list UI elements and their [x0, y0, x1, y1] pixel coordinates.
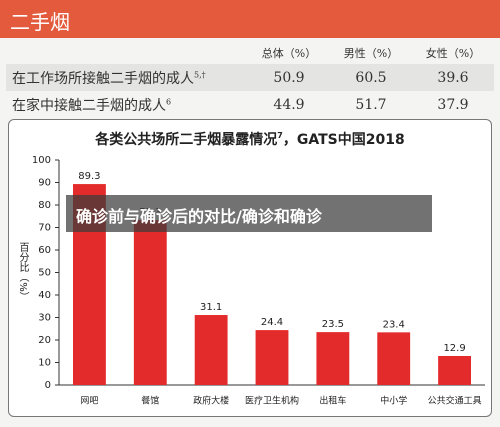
- y-tick-label: 70: [38, 223, 51, 234]
- x-tick-label: 网吧: [80, 396, 98, 407]
- chart: 各类公共场所二手烟暴露情况7，GATS中国2018 百分比（%） 0 10 20 30 4…: [17, 131, 485, 407]
- value-label: 23.5: [322, 319, 344, 330]
- y-tick-label: 0: [45, 380, 51, 391]
- x-tick-label: 政府大楼: [193, 395, 229, 407]
- y-tick-label: 50: [38, 268, 51, 279]
- y-tick-label: 80: [38, 200, 51, 211]
- blank-head: [6, 42, 248, 64]
- y-tick-label: 30: [38, 313, 51, 324]
- table-row: 在工作场所接触二手烟的成人5,† 50.9 60.5 39.6: [6, 64, 494, 91]
- overlay-banner: 确诊前与确诊后的对比/确诊和确诊: [66, 195, 432, 232]
- y-axis-label: 百分比（%）: [17, 242, 29, 302]
- value-label: 12.9: [443, 343, 465, 354]
- data-table: 总体（%） 男性（%） 女性（%） 在工作场所接触二手烟的成人5,† 50.9 …: [6, 42, 494, 118]
- x-tick-label: 医疗卫生机构: [245, 395, 299, 407]
- footnote-mark: 6: [166, 96, 172, 106]
- header: 二手烟: [0, 0, 500, 38]
- column-header: 总体（%）: [261, 47, 317, 60]
- cell: 51.7: [355, 96, 387, 113]
- cell: 60.5: [330, 64, 412, 91]
- row-label: 在家中接触二手烟的成人6: [6, 91, 248, 118]
- x-tick-label: 公共交通工具: [428, 395, 482, 407]
- cell: 50.9: [248, 64, 330, 91]
- y-tick-label: 60: [38, 245, 51, 256]
- value-label: 23.4: [383, 319, 405, 330]
- column-header: 男性（%）: [343, 47, 399, 60]
- title-note: 7: [277, 131, 283, 140]
- y-tick-label: 20: [38, 335, 51, 346]
- value-label: 31.1: [200, 302, 222, 313]
- y-tick-label: 90: [38, 178, 51, 189]
- bar: [133, 220, 167, 385]
- cell: 39.6: [412, 64, 494, 91]
- bar: [255, 330, 289, 385]
- x-tick-label: 中小学: [380, 395, 407, 407]
- chart-box: 各类公共场所二手烟暴露情况7，GATS中国2018 百分比（%） 0 10 20 30 4…: [8, 119, 492, 417]
- header-title: 二手烟: [10, 10, 70, 34]
- bar: [377, 332, 411, 385]
- title-suffix: ，GATS中国2018: [283, 131, 405, 148]
- x-tick-label: 餐馆: [141, 395, 159, 407]
- footnote-mark: 5,†: [194, 69, 206, 79]
- bar: [316, 332, 350, 385]
- row-label: 在工作场所接触二手烟的成人5,†: [6, 64, 248, 91]
- row-label-text: 在工作场所接触二手烟的成人: [12, 70, 194, 87]
- chart-title: 各类公共场所二手烟暴露情况7，GATS中国2018: [94, 131, 404, 149]
- value-label: 24.4: [261, 317, 283, 328]
- y-tick-label: 10: [38, 358, 51, 369]
- banner-text: 确诊前与确诊后的对比/确诊和确诊: [76, 207, 322, 226]
- bar: [194, 315, 228, 385]
- y-tick-label: 100: [32, 155, 51, 166]
- x-tick-label: 出租车: [319, 395, 346, 407]
- column-header: 女性（%）: [425, 47, 481, 60]
- row-label-text: 在家中接触二手烟的成人: [12, 97, 166, 114]
- bar: [438, 355, 472, 385]
- table-head: 总体（%） 男性（%） 女性（%）: [6, 42, 494, 64]
- cell: 44.9: [273, 96, 305, 113]
- chart-title-main: 各类公共场所二手烟暴露情况: [94, 131, 277, 148]
- table-row: 在家中接触二手烟的成人6 44.9 51.7 37.9: [6, 91, 494, 118]
- value-label: 89.3: [78, 171, 100, 182]
- y-tick-label: 40: [38, 290, 51, 301]
- cell: 37.9: [437, 96, 469, 113]
